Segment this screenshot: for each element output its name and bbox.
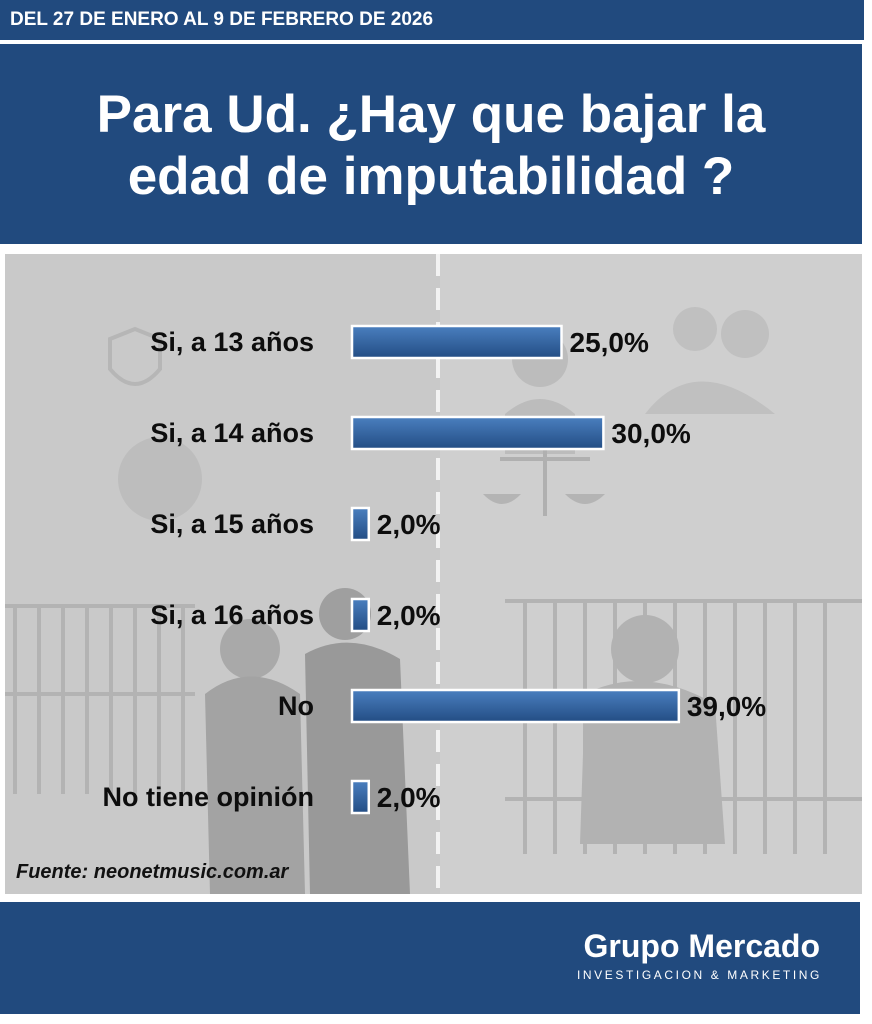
footer-banner: Grupo Mercado INVESTIGACION & MARKETING — [0, 902, 860, 1014]
title-line-2: edad de imputabilidad ? — [127, 147, 735, 206]
bars-layer: Si, a 13 años 25,0% Si, a 14 años 30,0% Si, … — [103, 324, 766, 815]
category-label: Si, a 13 años — [150, 327, 314, 357]
bar — [350, 506, 371, 542]
data-label: 2,0% — [377, 509, 441, 540]
bar — [350, 324, 563, 360]
category-label: No tiene opinión — [103, 782, 314, 812]
background-illustration — [5, 254, 862, 894]
data-label: 2,0% — [377, 782, 441, 813]
category-label: Si, a 14 años — [150, 418, 314, 448]
bar-chart: Si, a 13 años 25,0% Si, a 14 años 30,0% Si, … — [5, 254, 862, 894]
chart-area: Si, a 13 años 25,0% Si, a 14 años 30,0% Si, … — [5, 254, 862, 894]
bar — [350, 415, 605, 451]
brand-tagline: INVESTIGACION & MARKETING — [576, 968, 822, 982]
data-label: 30,0% — [611, 418, 690, 449]
bar — [350, 779, 371, 815]
source-note: Fuente: neonetmusic.com.ar — [16, 861, 289, 883]
date-range: DEL 27 DE ENERO AL 9 DE FEBRERO DE 2026 — [10, 9, 434, 30]
data-label: 39,0% — [687, 691, 766, 722]
title-banner: Para Ud. ¿Hay que bajar la edad de imput… — [0, 44, 862, 244]
data-label: 25,0% — [570, 327, 649, 358]
data-label: 2,0% — [377, 600, 441, 631]
bar — [350, 597, 371, 633]
category-label: Si, a 15 años — [150, 509, 314, 539]
category-label: No — [278, 691, 314, 721]
brand-logo-name: Grupo Mercado — [583, 928, 820, 964]
chart-title: Para Ud. ¿Hay que bajar la edad de imput… — [0, 84, 862, 208]
category-label: Si, a 16 años — [150, 600, 314, 630]
title-line-1: Para Ud. ¿Hay que bajar la — [96, 85, 766, 144]
bar — [350, 688, 681, 724]
date-banner: DEL 27 DE ENERO AL 9 DE FEBRERO DE 2026 — [0, 0, 864, 40]
